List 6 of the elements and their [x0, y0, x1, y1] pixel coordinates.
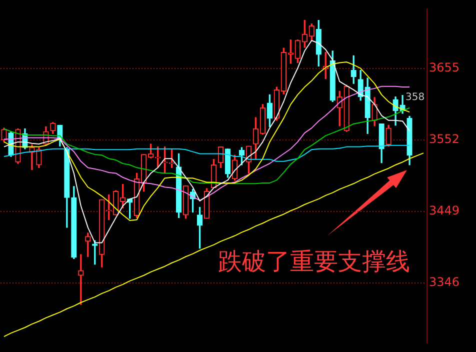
y-tick-label: 3346	[429, 275, 460, 290]
y-tick-label: 3655	[429, 60, 460, 74]
annotation: 跌破了重要支撑线	[218, 247, 410, 276]
annotation: 358	[406, 92, 425, 104]
y-tick-label: 3552	[429, 132, 460, 146]
y-tick-label: 3449	[429, 204, 460, 218]
